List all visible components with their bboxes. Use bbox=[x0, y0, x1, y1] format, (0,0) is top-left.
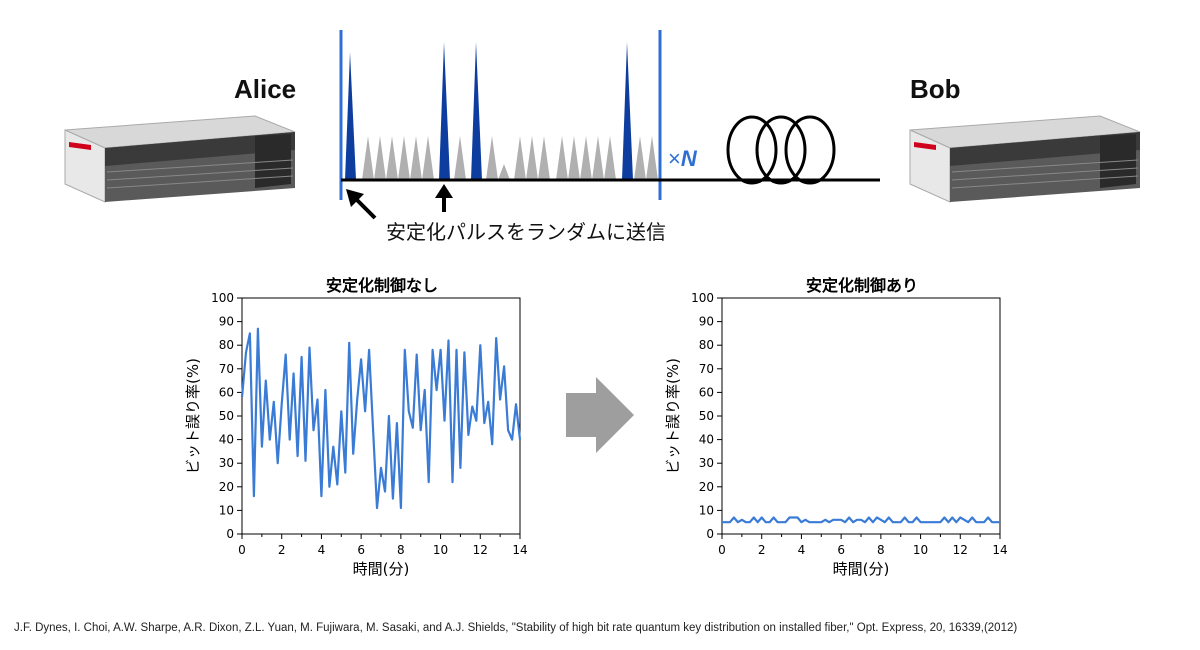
x-tick-label: 6 bbox=[357, 543, 365, 557]
x-tick-label: 10 bbox=[433, 543, 448, 557]
series-line bbox=[240, 327, 522, 510]
fiber-coil-icon bbox=[726, 115, 836, 185]
y-tick-label: 30 bbox=[219, 456, 234, 470]
x-tick-label: 0 bbox=[718, 543, 726, 557]
y-tick-label: 0 bbox=[226, 527, 234, 541]
y-tick-label: 40 bbox=[219, 433, 234, 447]
x-tick-label: 0 bbox=[238, 543, 246, 557]
stabilization-pulses bbox=[345, 42, 633, 180]
y-tick-label: 70 bbox=[699, 362, 714, 376]
x-tick-label: 6 bbox=[837, 543, 845, 557]
chart-title-without-control: 安定化制御なし bbox=[325, 276, 438, 295]
y-tick-label: 0 bbox=[706, 527, 714, 541]
y-tick-label: 50 bbox=[699, 409, 714, 423]
x-tick-label: 14 bbox=[992, 543, 1007, 557]
y-tick-label: 70 bbox=[219, 362, 234, 376]
y-tick-label: 60 bbox=[699, 385, 714, 399]
citation-text: J.F. Dynes, I. Choi, A.W. Sharpe, A.R. D… bbox=[14, 622, 1018, 634]
repeat-n-label: ×N bbox=[668, 146, 697, 172]
y-tick-label: 50 bbox=[219, 409, 234, 423]
chart-title-with-control: 安定化制御あり bbox=[805, 276, 918, 295]
y-tick-label: 90 bbox=[699, 315, 714, 329]
y-tick-label: 80 bbox=[699, 338, 714, 352]
y-tick-label: 10 bbox=[699, 503, 714, 517]
repeat-prefix: × bbox=[668, 146, 681, 171]
y-tick-label: 90 bbox=[219, 315, 234, 329]
y-tick-label: 20 bbox=[219, 480, 234, 494]
bob-label: Bob bbox=[910, 74, 961, 104]
y-tick-label: 10 bbox=[219, 503, 234, 517]
chart-without-control: 0 10 20 30 40 50 60 70 80 90 100 0 2 4 6 8 10 12 14 時間(分) ビッ… bbox=[184, 291, 528, 578]
y-tick-label: 100 bbox=[211, 291, 234, 305]
x-tick-label: 2 bbox=[758, 543, 766, 557]
stabilization-caption: 安定化パルスをランダムに送信 bbox=[386, 220, 666, 244]
y-tick-label: 40 bbox=[699, 433, 714, 447]
x-tick-label: 8 bbox=[397, 543, 405, 557]
y-tick-label: 80 bbox=[219, 338, 234, 352]
y-axis-label: ビット誤り率(%) bbox=[184, 358, 202, 474]
x-axis-label: 時間(分) bbox=[353, 560, 410, 578]
pulse-train-diagram bbox=[339, 30, 880, 220]
x-tick-label: 4 bbox=[318, 543, 326, 557]
x-tick-label: 12 bbox=[953, 543, 968, 557]
bob-server-device bbox=[909, 115, 1141, 203]
y-tick-label: 20 bbox=[699, 480, 714, 494]
alice-server-device bbox=[64, 115, 296, 203]
y-tick-label: 60 bbox=[219, 385, 234, 399]
plot-frame bbox=[241, 297, 521, 535]
x-tick-label: 14 bbox=[512, 543, 527, 557]
up-arrow-icon bbox=[435, 184, 453, 212]
x-tick-label: 8 bbox=[877, 543, 885, 557]
chart-with-control: 0 10 20 30 40 50 60 70 80 90 100 0 2 4 6 8 10 12 14 時間(分) ビッ… bbox=[664, 291, 1008, 578]
diagonal-arrow-icon bbox=[346, 189, 377, 220]
y-axis-label: ビット誤り率(%) bbox=[664, 358, 682, 474]
right-arrow-icon bbox=[566, 377, 634, 453]
alice-label: Alice bbox=[234, 74, 297, 104]
x-axis-label: 時間(分) bbox=[833, 560, 890, 578]
y-tick-label: 100 bbox=[691, 291, 714, 305]
x-tick-label: 4 bbox=[798, 543, 806, 557]
repeat-symbol: N bbox=[680, 146, 697, 171]
x-tick-label: 12 bbox=[473, 543, 488, 557]
x-tick-label: 2 bbox=[278, 543, 286, 557]
series-line bbox=[722, 516, 1000, 524]
y-tick-label: 30 bbox=[699, 456, 714, 470]
plot-frame bbox=[721, 297, 1001, 535]
x-tick-label: 10 bbox=[913, 543, 928, 557]
signal-pulses bbox=[362, 136, 658, 180]
